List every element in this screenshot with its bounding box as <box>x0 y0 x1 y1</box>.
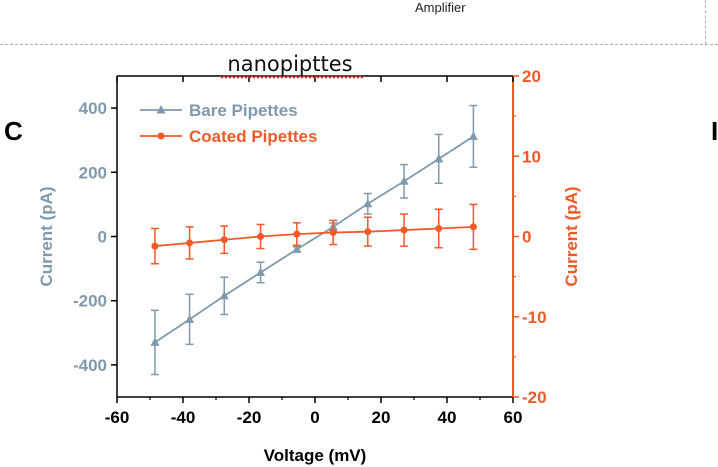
y-left-tick-label: 400 <box>79 99 107 118</box>
data-point-coated <box>400 226 408 234</box>
y-right-tick-label: 10 <box>522 147 541 166</box>
column-divider <box>705 0 706 44</box>
series-line-coated <box>154 225 474 248</box>
x-tick-label: -20 <box>237 408 262 427</box>
chart-title: nanopipttes <box>227 52 352 76</box>
data-point-coated <box>220 236 228 244</box>
data-point-bare <box>219 290 229 300</box>
y-left-tick-label: -400 <box>73 356 107 375</box>
data-point-bare <box>468 131 478 140</box>
panel-label-c: C <box>4 116 23 146</box>
data-point-coated <box>186 239 194 247</box>
x-tick-label: 20 <box>372 408 391 427</box>
data-point-bare <box>363 198 373 208</box>
data-point-bare <box>434 153 444 163</box>
data-point-bare <box>256 267 266 276</box>
data-point-coated <box>364 228 372 236</box>
x-axis-title: Voltage (mV) <box>264 446 367 465</box>
legend-label: Bare Pipettes <box>189 101 298 120</box>
title-spell-underline <box>219 75 365 79</box>
x-tick-label: -60 <box>105 408 130 427</box>
y-left-tick-label: 200 <box>79 163 107 182</box>
y-right-tick-label: 0 <box>522 228 531 247</box>
header-text: Amplifier <box>415 0 466 15</box>
x-tick-label: 0 <box>310 408 319 427</box>
panel-label-next: I <box>711 116 718 146</box>
x-tick-label: 40 <box>438 408 457 427</box>
y-right-tick-label: -20 <box>522 388 547 407</box>
y-left-axis-title: Current (pA) <box>37 186 56 286</box>
data-point-coated <box>469 223 477 231</box>
x-tick-label: -40 <box>171 408 196 427</box>
data-point-coated <box>293 230 301 238</box>
data-point-coated <box>257 233 265 240</box>
legend-marker-bare <box>156 105 166 114</box>
y-left-tick-label: -200 <box>73 292 107 311</box>
y-right-axis-title: Current (pA) <box>562 186 581 286</box>
y-right-tick-label: 20 <box>522 67 541 86</box>
data-point-coated <box>435 224 443 232</box>
section-divider <box>0 44 718 45</box>
legend-label: Coated Pipettes <box>189 127 317 146</box>
data-point-bare <box>150 337 160 346</box>
y-left-tick-label: 0 <box>98 228 107 247</box>
data-point-bare <box>185 314 195 323</box>
x-tick-label: 60 <box>504 408 523 427</box>
data-point-coated <box>329 228 337 236</box>
data-point-coated <box>151 242 159 250</box>
data-point-bare <box>399 176 409 185</box>
series-line-bare <box>154 135 474 344</box>
data-point-bare <box>292 244 302 253</box>
y-right-tick-label: -10 <box>522 308 547 327</box>
legend-marker-coated <box>157 132 165 140</box>
